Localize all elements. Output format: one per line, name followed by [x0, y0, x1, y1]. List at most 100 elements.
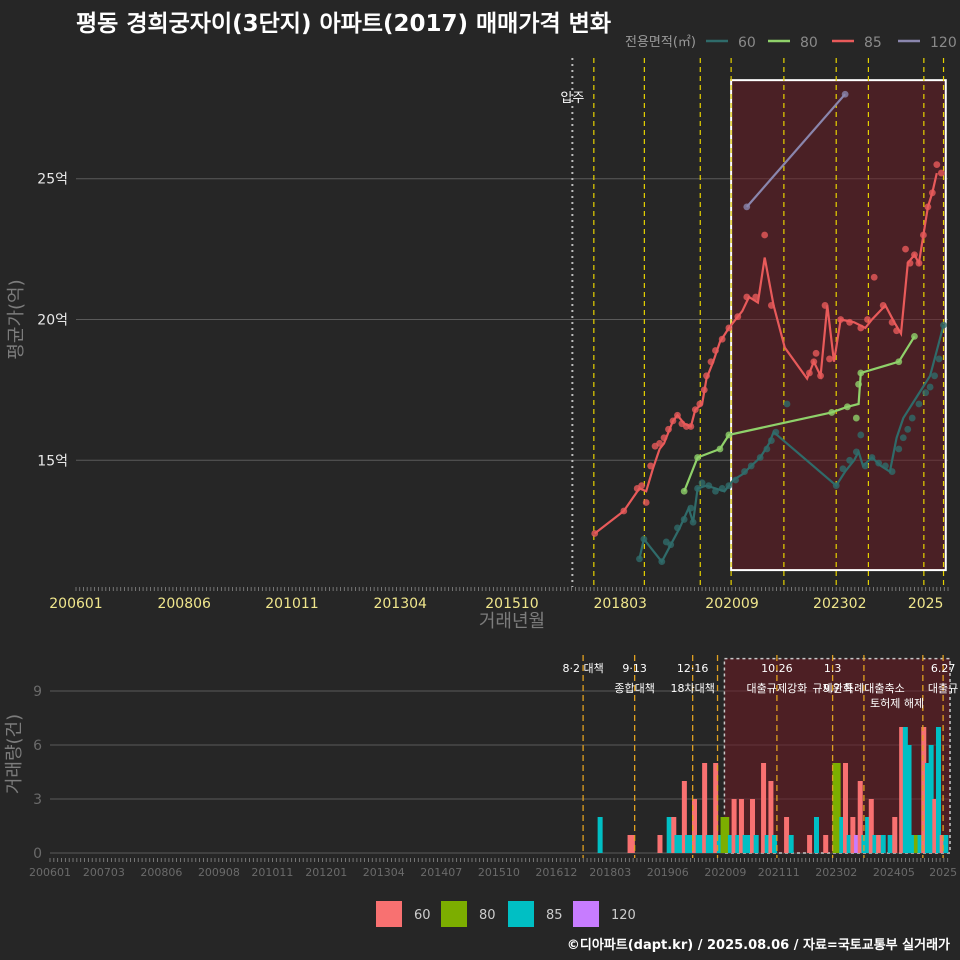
volume-bar [788, 835, 794, 853]
volume-bar [928, 745, 934, 853]
y-tick-label: 20억 [37, 313, 68, 329]
data-point-80 [855, 380, 862, 388]
move-in-label: 입주 [560, 91, 584, 106]
volume-bar [738, 799, 744, 853]
volume-bar [709, 835, 715, 853]
volume-bar [657, 835, 663, 853]
data-point-85 [767, 302, 775, 309]
volume-bar [688, 835, 694, 853]
volume-bar [772, 835, 778, 853]
volume-bar [902, 727, 908, 853]
data-point-60 [741, 468, 748, 475]
volume-bar [939, 835, 945, 853]
data-point-85 [691, 406, 699, 414]
data-point-85 [725, 324, 733, 332]
volume-bar [698, 835, 704, 853]
x-tick-label: 201011 [251, 866, 293, 879]
data-point-60 [725, 482, 733, 490]
data-point-60 [640, 535, 648, 543]
x-tick-label: 200601 [49, 596, 102, 612]
volume-bar [846, 835, 852, 853]
x-tick-label: 200703 [83, 866, 125, 879]
volume-bar [768, 781, 774, 853]
volume-bar [865, 817, 871, 853]
volume-bar [731, 799, 737, 853]
legend-label-60: 60 [738, 35, 756, 51]
legend-key-85 [508, 901, 534, 927]
volume-bar [832, 763, 838, 853]
legend-key-120 [573, 901, 599, 927]
data-point-85 [933, 161, 941, 169]
volume-bar [943, 835, 949, 853]
volume-bar [713, 763, 719, 853]
y-tick-label: 0 [33, 846, 42, 862]
volume-bar [917, 835, 923, 853]
data-point-85 [752, 293, 760, 301]
policy-label: 10.26 [761, 662, 793, 675]
legend-label-120: 120 [611, 908, 636, 923]
volume-bar [842, 763, 848, 853]
data-point-85 [837, 316, 845, 323]
data-point-60 [747, 462, 755, 470]
data-point-85 [761, 231, 769, 239]
data-point-85 [902, 245, 909, 253]
volume-bar [695, 835, 701, 853]
volume-bar [932, 799, 938, 853]
data-point-120 [743, 203, 751, 211]
data-point-85 [915, 259, 923, 267]
volume-bar [671, 817, 677, 853]
data-point-60 [680, 516, 688, 523]
volume-bar [692, 799, 698, 853]
data-point-85 [888, 318, 896, 326]
x-tick-label: 202302 [815, 866, 857, 879]
policy-label: 18차대책 [670, 682, 714, 695]
data-point-80 [843, 403, 851, 411]
data-point-60 [861, 462, 869, 470]
volume-bar [761, 763, 767, 853]
data-point-60 [658, 558, 666, 566]
data-point-60 [763, 445, 771, 453]
data-point-60 [899, 434, 907, 442]
volume-bar [880, 835, 886, 853]
data-point-85 [660, 434, 668, 442]
data-point-60 [908, 414, 916, 422]
data-point-60 [832, 482, 840, 490]
data-point-60 [904, 425, 912, 433]
highlight-box [730, 79, 947, 572]
data-point-60 [732, 476, 739, 484]
data-point-60 [839, 465, 847, 473]
volume-bar [629, 835, 635, 853]
data-point-120 [841, 90, 849, 98]
data-point-60 [868, 454, 876, 461]
data-point-85 [707, 358, 715, 366]
data-point-85 [920, 231, 927, 239]
data-point-60 [718, 485, 726, 492]
data-point-80 [694, 454, 701, 461]
x-tick-label: 201803 [593, 596, 646, 612]
data-point-60 [674, 524, 681, 532]
volume-bar [742, 835, 748, 853]
data-point-60 [940, 321, 947, 329]
data-point-80 [911, 332, 918, 340]
data-point-60 [756, 454, 764, 461]
data-point-60 [895, 445, 903, 453]
volume-bar [935, 727, 941, 853]
volume-bar [716, 835, 722, 853]
policy-label: 대출규제강화 [747, 682, 808, 695]
data-point-60 [875, 459, 883, 467]
x-tick-label: 201612 [535, 866, 577, 879]
data-point-60 [888, 468, 896, 475]
data-point-60 [846, 456, 854, 464]
volume-bar [823, 835, 829, 853]
data-point-85 [805, 369, 813, 377]
volume-bar [872, 835, 878, 853]
data-point-85 [591, 530, 599, 537]
x-tick-label: 202009 [704, 866, 746, 879]
data-point-85 [928, 189, 936, 197]
x-tick-label: 2025 [908, 596, 944, 612]
legend-label-85: 85 [546, 908, 563, 923]
volume-bar [705, 835, 711, 853]
volume-bar [906, 745, 912, 853]
data-point-85 [817, 372, 824, 380]
data-point-85 [687, 423, 695, 430]
